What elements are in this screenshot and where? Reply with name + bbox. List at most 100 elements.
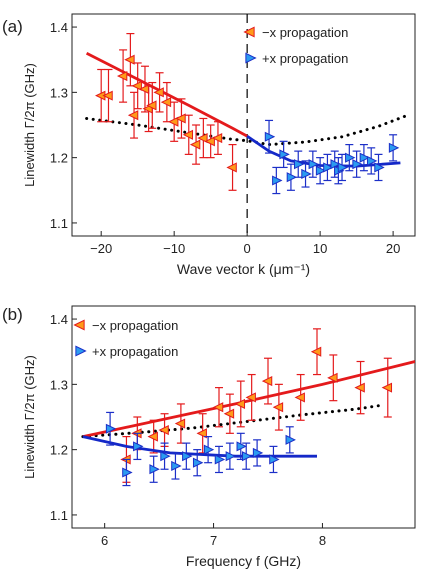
data-point-plus-x [315,165,327,176]
data-point-plus-x [252,447,264,458]
data-point-plus-x [308,159,319,170]
data-point-plus-x [366,155,378,166]
panel-b: (b) 1.1 1.2 1.3 1.4 6 7 8 Frequency f (GHz) Linew… [2,305,416,569]
data-point-minus-x [116,70,128,82]
data-point-minus-x [204,136,215,147]
x-tick-label: 7 [210,533,217,548]
x-tick-label: 6 [101,533,108,548]
data-point-plus-x [122,467,133,478]
data-point-plus-x [171,460,182,472]
series-plus-x [246,119,401,195]
data-point-minus-x [182,129,194,140]
panel-label: (b) [2,305,23,324]
legend-marker-minus-x [73,319,85,331]
data-point-minus-x [294,392,305,403]
x-axis-label: Wave vector k (μm⁻¹) [177,261,310,277]
y-tick-label: 1.2 [50,151,68,166]
data-point-plus-x [192,457,204,468]
data-point-plus-x [293,159,305,170]
data-point-minus-x [212,402,224,413]
data-point-minus-x [226,162,237,173]
data-point-minus-x [131,80,142,91]
data-point-minus-x [147,431,158,442]
data-point-minus-x [327,372,338,383]
data-point-plus-x [301,168,312,180]
data-point-plus-x [359,152,371,163]
y-axis-label: Linewidth Γ/2π (GHz) [22,355,37,479]
data-point-minus-x [196,428,207,439]
data-point-minus-x [261,376,273,387]
x-axis-label: Frequency f (GHz) [186,553,301,569]
data-point-minus-x [153,87,164,98]
data-point-minus-x [102,90,113,101]
data-point-minus-x [175,113,186,124]
y-tick-label: 1.4 [50,312,68,327]
legend-label-plus-x: +x propagation [92,344,178,359]
legend-marker-plus-x [245,52,257,64]
x-tick-label: 8 [319,533,326,548]
data-point-plus-x [241,451,253,462]
data-point-minus-x [168,116,179,127]
data-point-minus-x [127,110,139,121]
data-point-plus-x [182,451,193,462]
data-point-minus-x [381,382,393,393]
data-point-plus-x [345,152,356,163]
x-tick-label: −10 [163,241,185,256]
data-point-minus-x [245,392,256,403]
legend-marker-minus-x [243,26,255,38]
panel-a: (a) 1.1 1.2 1.3 1.4 −20 −10 0 10 20 Wave vector k … [2,13,416,277]
plot-frame [71,13,416,237]
y-tick-label: 1.4 [50,20,68,35]
y-tick-label: 1.3 [50,377,68,392]
x-tick-label: 20 [386,241,400,256]
series-minus-x [82,328,415,483]
data-point-plus-x [269,454,280,465]
data-point-plus-x [264,131,276,142]
data-point-minus-x [354,382,365,393]
fit-line-plus-x [82,435,317,458]
legend-label-plus-x: +x propagation [262,51,348,66]
x-tick-label: −20 [90,241,112,256]
data-point-minus-x [146,100,157,111]
data-point-minus-x [174,418,186,429]
data-point-minus-x [310,346,322,357]
data-point-plus-x [225,451,237,462]
data-point-plus-x [105,423,117,434]
data-point-plus-x [285,434,296,445]
data-point-minus-x [211,133,223,144]
data-point-plus-x [388,142,400,153]
data-point-plus-x [352,159,363,170]
legend-label-minus-x: −x propagation [262,25,348,40]
y-tick-label: 1.1 [50,508,68,523]
fit-line-plus-x [246,134,401,168]
data-point-minus-x [158,425,169,436]
data-point-plus-x [133,441,144,452]
x-tick-label: 0 [244,241,251,256]
data-point-minus-x [189,139,201,150]
series-minus-x [85,32,248,191]
legend-label-minus-x: −x propagation [92,318,178,333]
y-tick-label: 1.3 [50,85,68,100]
data-point-plus-x [337,162,349,173]
data-point-plus-x [160,451,171,462]
data-point-plus-x [236,441,247,452]
y-axis-label: Linewidth Γ/2π (GHz) [22,63,37,187]
data-point-plus-x [279,149,290,160]
fit-line-minus-x [85,51,248,138]
data-point-plus-x [149,464,160,475]
data-point-plus-x [374,162,385,173]
data-point-minus-x [124,54,135,65]
data-point-plus-x [286,172,298,183]
data-point-plus-x [203,444,215,455]
x-tick-label: 10 [313,241,327,256]
panel-label: (a) [2,17,23,36]
data-point-plus-x [214,454,226,465]
model-dotted-curve [81,403,384,439]
y-tick-label: 1.1 [50,216,68,231]
data-point-minus-x [160,97,172,108]
y-tick-label: 1.2 [50,443,68,458]
data-point-minus-x [223,408,235,419]
data-point-minus-x [197,133,208,144]
legend-marker-plus-x [75,345,87,357]
